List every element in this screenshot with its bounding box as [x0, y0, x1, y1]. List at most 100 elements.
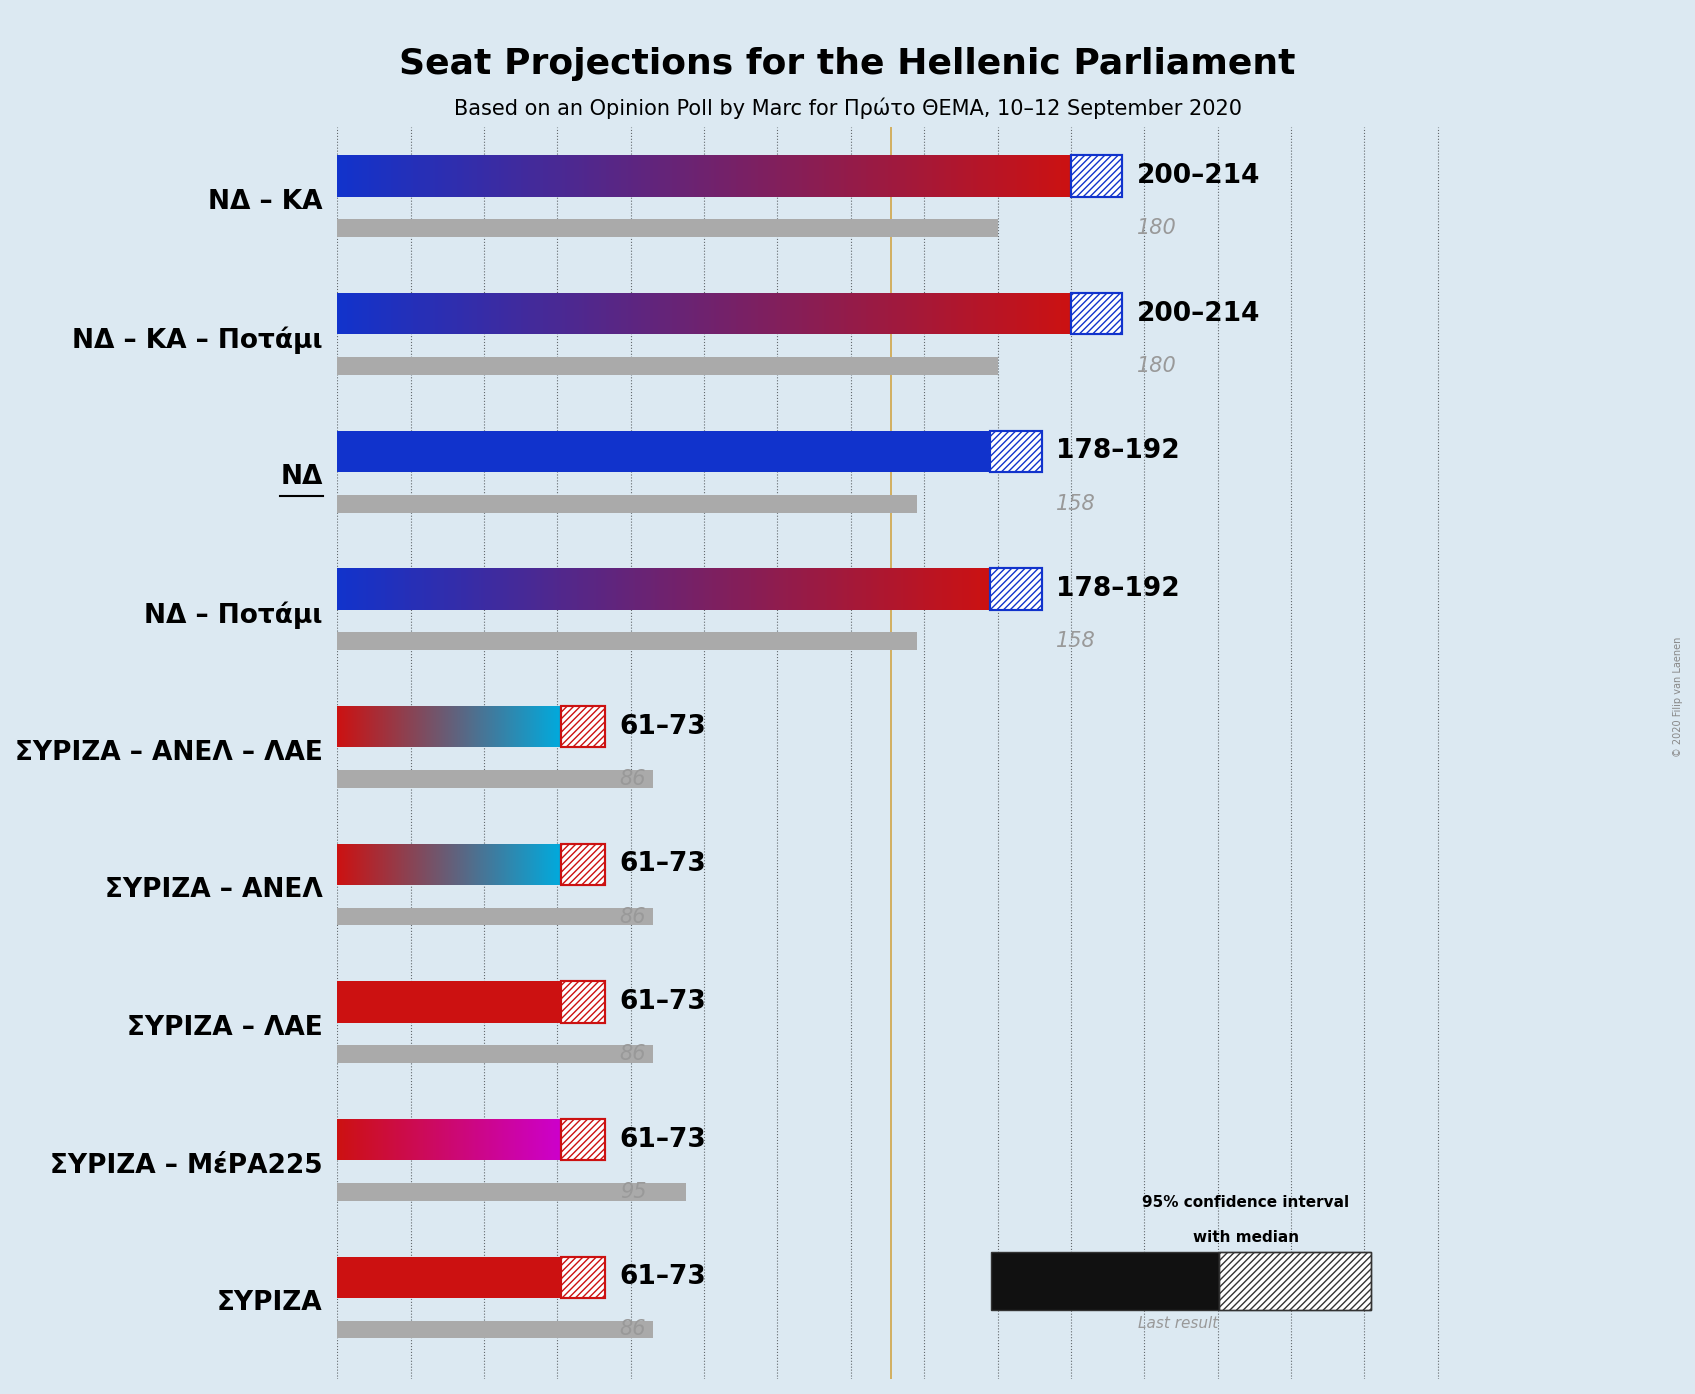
Bar [505, 569, 507, 609]
Bar [602, 155, 603, 197]
Bar [895, 293, 898, 335]
Text: Seat Projections for the Hellenic Parliament: Seat Projections for the Hellenic Parlia… [400, 47, 1295, 81]
Bar [1056, 155, 1059, 197]
Bar [964, 569, 966, 609]
Bar [753, 293, 756, 335]
Text: ΣΥΡΙΖΑ – ΜέΡΑ225: ΣΥΡΙΖΑ – ΜέΡΑ225 [49, 1153, 322, 1179]
Bar [558, 569, 559, 609]
Bar [775, 569, 776, 609]
Bar [771, 569, 773, 609]
Bar [686, 155, 690, 197]
Bar [871, 569, 873, 609]
Bar [619, 293, 620, 335]
Bar [814, 293, 817, 335]
Bar [1015, 155, 1017, 197]
Bar [880, 569, 881, 609]
Bar [820, 569, 822, 609]
Bar [731, 293, 734, 335]
Bar [612, 155, 614, 197]
Bar [507, 293, 508, 335]
Bar [337, 633, 917, 650]
Bar [522, 569, 525, 609]
Bar [420, 569, 422, 609]
Bar [663, 293, 664, 335]
Bar [461, 569, 464, 609]
Bar [439, 569, 442, 609]
Bar [575, 569, 576, 609]
Bar [944, 569, 948, 609]
Bar [983, 569, 986, 609]
Bar [520, 155, 524, 197]
Bar [349, 155, 353, 197]
Bar [912, 569, 914, 609]
Bar [590, 155, 592, 197]
Bar [464, 155, 468, 197]
Bar [659, 569, 661, 609]
Bar [1034, 293, 1037, 335]
Bar [817, 293, 819, 335]
Bar [919, 293, 922, 335]
Bar [537, 155, 541, 197]
Bar [841, 155, 844, 197]
Bar [736, 293, 739, 335]
Bar [546, 569, 549, 609]
Bar [819, 155, 822, 197]
Bar [508, 569, 512, 609]
Bar [941, 569, 942, 609]
Bar [571, 155, 575, 197]
Bar [590, 293, 592, 335]
Bar [561, 1256, 605, 1298]
Bar [549, 293, 553, 335]
Bar [998, 293, 1000, 335]
Bar [507, 155, 508, 197]
Bar [792, 293, 795, 335]
Bar [393, 293, 397, 335]
Bar [398, 155, 402, 197]
Bar [851, 155, 854, 197]
Bar [597, 155, 598, 197]
Text: 180: 180 [1137, 219, 1176, 238]
Bar [707, 293, 709, 335]
Bar [1049, 293, 1051, 335]
Text: 200–214: 200–214 [1137, 301, 1261, 326]
Bar [841, 293, 844, 335]
Bar [398, 569, 400, 609]
Bar [519, 155, 520, 197]
Bar [639, 569, 642, 609]
Bar [481, 155, 485, 197]
Bar [337, 1046, 653, 1064]
Bar [868, 569, 871, 609]
Bar [932, 569, 934, 609]
Bar [807, 293, 810, 335]
Bar [742, 155, 746, 197]
Bar [780, 155, 783, 197]
Bar [447, 293, 449, 335]
Bar [568, 293, 570, 335]
Bar [990, 155, 993, 197]
Bar [968, 293, 971, 335]
Bar [907, 293, 910, 335]
Bar [885, 293, 888, 335]
Bar [564, 569, 566, 609]
Bar [892, 569, 895, 609]
Bar [636, 569, 637, 609]
Bar [946, 293, 949, 335]
Bar [853, 569, 856, 609]
Bar [503, 155, 507, 197]
Bar [927, 155, 929, 197]
Bar [337, 155, 341, 197]
Bar [895, 155, 898, 197]
Bar [447, 569, 451, 609]
Bar [408, 293, 410, 335]
Bar [349, 293, 353, 335]
Bar [561, 981, 605, 1023]
Bar [337, 219, 998, 237]
Bar [447, 155, 449, 197]
Bar [797, 569, 798, 609]
Bar [554, 155, 558, 197]
Bar [454, 293, 458, 335]
Bar [790, 293, 792, 335]
Bar [837, 569, 841, 609]
Bar [464, 293, 468, 335]
Bar [344, 569, 346, 609]
